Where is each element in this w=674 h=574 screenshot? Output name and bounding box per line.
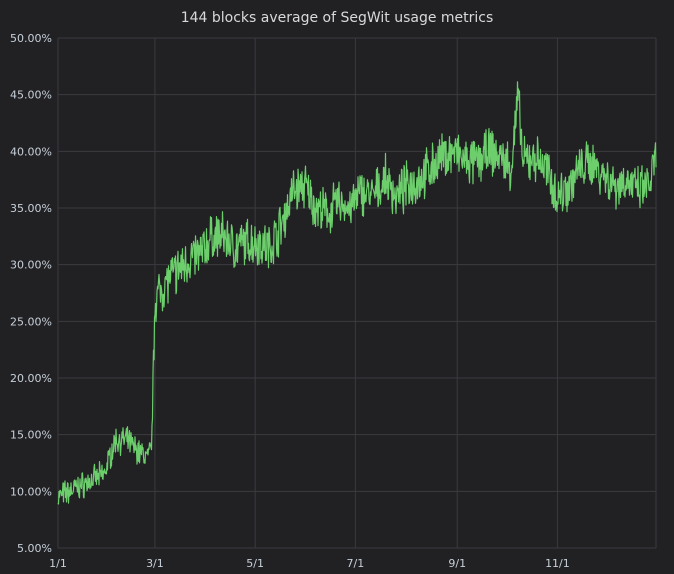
y-tick-label: 40.00%: [10, 145, 52, 158]
y-tick-label: 45.00%: [10, 89, 52, 102]
y-tick-label: 20.00%: [10, 372, 52, 385]
chart-title: 144 blocks average of SegWit usage metri…: [180, 10, 494, 26]
x-tick-label: 7/1: [347, 557, 365, 570]
y-tick-label: 10.00%: [10, 485, 52, 498]
y-tick-label: 35.00%: [10, 202, 52, 215]
x-tick-label: 5/1: [246, 557, 264, 570]
y-tick-label: 5.00%: [17, 542, 52, 555]
series-line: [57, 81, 657, 505]
y-tick-label: 50.00%: [10, 32, 52, 45]
x-tick-label: 9/1: [448, 557, 466, 570]
x-tick-label: 11/1: [545, 557, 570, 570]
y-tick-label: 15.00%: [10, 429, 52, 442]
x-tick-label: 3/1: [146, 557, 164, 570]
x-tick-label: 1/1: [49, 557, 67, 570]
y-tick-label: 30.00%: [10, 259, 52, 272]
y-tick-label: 25.00%: [10, 315, 52, 328]
